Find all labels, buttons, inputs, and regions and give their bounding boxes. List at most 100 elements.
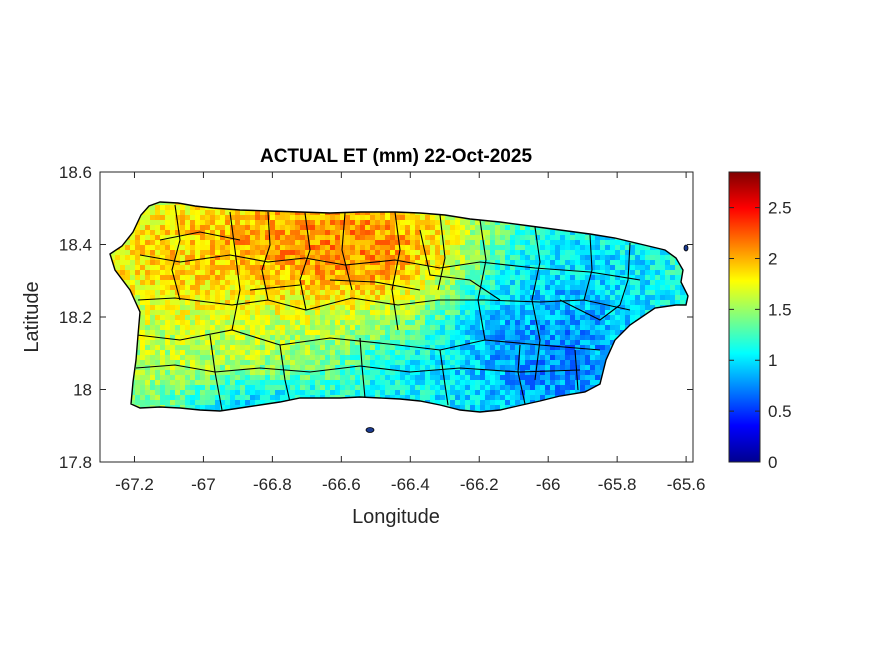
heatmap-cell bbox=[380, 280, 386, 286]
heatmap-cell bbox=[430, 370, 436, 376]
heatmap-cell bbox=[290, 280, 296, 286]
heatmap-cell bbox=[205, 245, 211, 251]
heatmap-cell bbox=[400, 395, 406, 401]
heatmap-cell bbox=[290, 255, 296, 261]
heatmap-cell bbox=[260, 320, 266, 326]
heatmap-cell bbox=[265, 300, 271, 306]
heatmap-cell bbox=[465, 340, 471, 346]
heatmap-cell bbox=[680, 295, 686, 301]
heatmap-cell bbox=[325, 345, 331, 351]
heatmap-cell bbox=[585, 360, 591, 366]
heatmap-cell bbox=[420, 355, 426, 361]
heatmap-cell bbox=[335, 385, 341, 391]
heatmap-cell bbox=[615, 330, 621, 336]
heatmap-cell bbox=[155, 330, 161, 336]
heatmap-cell bbox=[615, 310, 621, 316]
heatmap-cell bbox=[400, 295, 406, 301]
heatmap-cell bbox=[500, 370, 506, 376]
heatmap-cell bbox=[640, 280, 646, 286]
heatmap-cell bbox=[330, 290, 336, 296]
heatmap-cell bbox=[645, 260, 651, 266]
heatmap-cell bbox=[150, 270, 156, 276]
heatmap-cell bbox=[295, 375, 301, 381]
heatmap-cell bbox=[200, 380, 206, 386]
heatmap-cell bbox=[415, 260, 421, 266]
heatmap-cell bbox=[460, 310, 466, 316]
heatmap-cell bbox=[260, 340, 266, 346]
heatmap-cell bbox=[245, 215, 251, 221]
heatmap-cell bbox=[440, 285, 446, 291]
heatmap-cell bbox=[320, 320, 326, 326]
heatmap-cell bbox=[170, 370, 176, 376]
heatmap-cell bbox=[565, 295, 571, 301]
heatmap-cell bbox=[395, 375, 401, 381]
heatmap-cell bbox=[220, 285, 226, 291]
heatmap-cell bbox=[415, 220, 421, 226]
heatmap-cell bbox=[590, 240, 596, 246]
heatmap-cell bbox=[130, 275, 136, 281]
heatmap-cell bbox=[435, 380, 441, 386]
heatmap-cell bbox=[505, 370, 511, 376]
heatmap-cell bbox=[205, 355, 211, 361]
heatmap-cell bbox=[460, 295, 466, 301]
heatmap-cell bbox=[400, 375, 406, 381]
heatmap-cell bbox=[175, 250, 181, 256]
heatmap-cell bbox=[270, 315, 276, 321]
heatmap-cell bbox=[160, 290, 166, 296]
heatmap-cell bbox=[315, 230, 321, 236]
heatmap-cell bbox=[175, 385, 181, 391]
heatmap-cell bbox=[455, 325, 461, 331]
heatmap-cell bbox=[605, 270, 611, 276]
heatmap-cell bbox=[220, 360, 226, 366]
heatmap-cell bbox=[360, 210, 366, 216]
heatmap-cell bbox=[370, 220, 376, 226]
heatmap-cell bbox=[260, 220, 266, 226]
heatmap-cell bbox=[445, 255, 451, 261]
heatmap-cell bbox=[380, 350, 386, 356]
heatmap-cell bbox=[375, 305, 381, 311]
heatmap-cell bbox=[240, 280, 246, 286]
heatmap-cell bbox=[180, 345, 186, 351]
heatmap-cell bbox=[225, 290, 231, 296]
heatmap-cell bbox=[440, 290, 446, 296]
heatmap-cell bbox=[360, 320, 366, 326]
heatmap-cell bbox=[500, 285, 506, 291]
heatmap-cell bbox=[430, 335, 436, 341]
heatmap-cell bbox=[385, 275, 391, 281]
heatmap-cell bbox=[515, 225, 521, 231]
heatmap-cell bbox=[560, 375, 566, 381]
heatmap-cell bbox=[335, 345, 341, 351]
heatmap-cell bbox=[580, 360, 586, 366]
heatmap-cell bbox=[275, 380, 281, 386]
heatmap-cell bbox=[295, 320, 301, 326]
heatmap-cell bbox=[660, 295, 666, 301]
heatmap-cell bbox=[370, 230, 376, 236]
heatmap-cell bbox=[155, 390, 161, 396]
heatmap-cell bbox=[300, 350, 306, 356]
heatmap-cell bbox=[540, 315, 546, 321]
heatmap-cell bbox=[370, 225, 376, 231]
heatmap-cell bbox=[270, 365, 276, 371]
heatmap-cell bbox=[505, 360, 511, 366]
heatmap-cell bbox=[275, 235, 281, 241]
heatmap-cell bbox=[360, 295, 366, 301]
heatmap-cell bbox=[470, 255, 476, 261]
heatmap-cell bbox=[190, 405, 196, 411]
heatmap-cell bbox=[310, 220, 316, 226]
heatmap-cell bbox=[525, 345, 531, 351]
heatmap-cell bbox=[210, 215, 216, 221]
heatmap-cell bbox=[485, 385, 491, 391]
heatmap-cell bbox=[510, 300, 516, 306]
heatmap-cell bbox=[495, 370, 501, 376]
heatmap-cell bbox=[330, 275, 336, 281]
heatmap-cell bbox=[380, 370, 386, 376]
heatmap-cell bbox=[510, 395, 516, 401]
heatmap-cell bbox=[555, 350, 561, 356]
heatmap-cell bbox=[535, 370, 541, 376]
heatmap-cell bbox=[190, 380, 196, 386]
heatmap-cell bbox=[175, 265, 181, 271]
heatmap-cell bbox=[320, 380, 326, 386]
heatmap-cell bbox=[145, 220, 151, 226]
heatmap-cell bbox=[450, 260, 456, 266]
heatmap-cell bbox=[265, 220, 271, 226]
